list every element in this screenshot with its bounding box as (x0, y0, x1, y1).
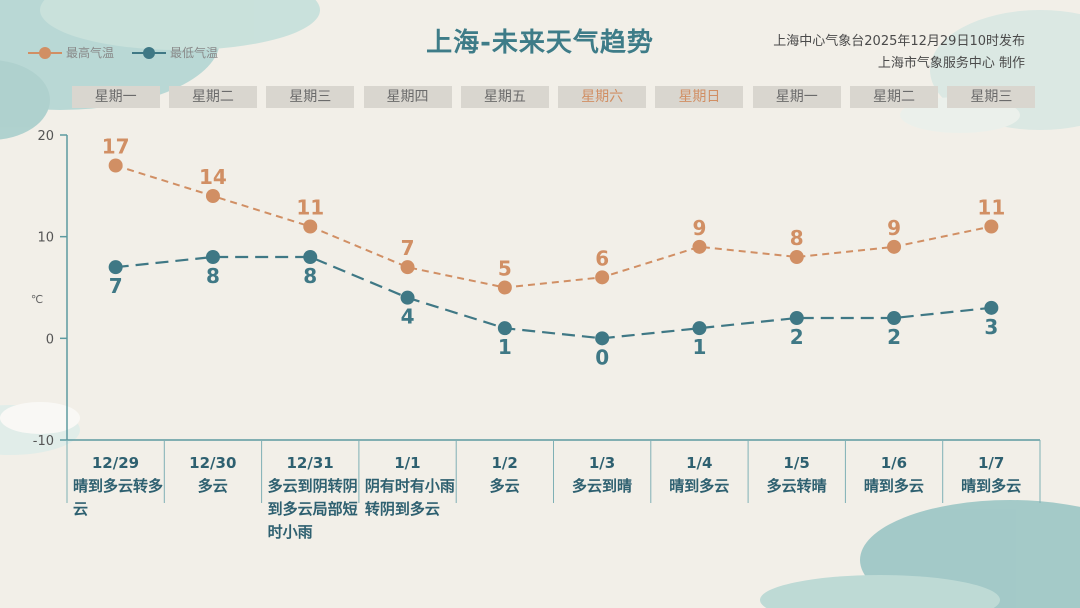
weekday-label: 星期四 (363, 86, 452, 108)
high-temp-label: 6 (595, 246, 609, 270)
forecast-weather-desc: 晴到多云转多云 (73, 477, 164, 518)
high-temp-point (887, 239, 902, 254)
low-temp-point (984, 300, 999, 315)
page-title: 上海-未来天气趋势 (426, 28, 654, 58)
forecast-weather-desc: 晴到多云 (961, 477, 1022, 495)
legend-swatch-high (28, 46, 62, 60)
forecast-day-cell: 1/7 晴到多云 (943, 452, 1040, 498)
y-tick-label: 10 (37, 231, 54, 246)
y-tick-label: 0 (46, 332, 54, 347)
high-temp-label: 17 (102, 135, 130, 159)
legend-item-high: 最高气温 (28, 44, 114, 61)
low-temp-point (692, 321, 707, 336)
high-temp-point (205, 189, 220, 203)
chart-legend: 最高气温 最低气温 (28, 44, 236, 61)
forecast-day-cell: 12/31 多云到阴转阴到多云局部短时小雨 (262, 452, 359, 544)
low-temp-point (108, 260, 123, 275)
weekday-label: 星期日 (655, 86, 744, 108)
weekday-label: 星期一 (752, 86, 841, 108)
low-temp-label: 7 (109, 274, 123, 298)
high-temp-label: 14 (199, 165, 227, 189)
producer-line: 上海市气象服务中心 制作 (877, 56, 1025, 71)
forecast-weather-desc: 多云到阴转阴到多云局部短时小雨 (267, 477, 358, 541)
y-tick-label: 20 (37, 129, 54, 144)
high-temp-point (984, 219, 999, 234)
low-temp-point (205, 250, 220, 264)
y-axis-unit: ℃ (31, 293, 43, 306)
forecast-date: 1/2 (491, 454, 518, 472)
forecast-date: 12/31 (286, 454, 334, 472)
high-temp-label: 11 (296, 196, 324, 220)
y-tick-label: -10 (33, 434, 54, 449)
legend-item-low: 最低气温 (132, 44, 218, 61)
high-temp-point (497, 280, 512, 295)
low-temp-label: 3 (984, 315, 998, 339)
weekday-label: 星期一 (71, 86, 160, 108)
forecast-date: 1/1 (394, 454, 421, 472)
low-temp-label: 2 (887, 325, 901, 349)
forecast-day-cell: 12/29 晴到多云转多云 (67, 452, 164, 521)
high-temp-line (115, 164, 992, 289)
low-temp-label: 1 (498, 335, 512, 359)
high-temp-label: 9 (887, 216, 901, 240)
legend-label-low: 最低气温 (170, 46, 219, 60)
low-temp-label: 8 (206, 264, 220, 288)
forecast-date: 1/7 (978, 454, 1005, 472)
high-temp-point (108, 158, 123, 173)
low-temp-point (497, 321, 512, 336)
forecast-date: 12/30 (189, 454, 237, 472)
high-temp-label: 9 (692, 216, 706, 240)
forecast-date: 1/6 (880, 454, 908, 472)
high-temp-label: 11 (977, 196, 1005, 220)
forecast-weather-desc: 阴有时有小雨转阴到多云 (364, 477, 455, 518)
weekday-label: 星期二 (168, 86, 257, 108)
low-temp-point (887, 311, 902, 325)
forecast-date: 1/5 (783, 454, 810, 472)
forecast-day-cell: 1/5 多云转晴 (748, 452, 845, 498)
high-temp-point (595, 270, 610, 285)
forecast-weather-desc: 多云到晴 (571, 477, 632, 495)
forecast-weather-desc: 多云转晴 (766, 477, 827, 495)
low-temp-point (789, 311, 804, 325)
forecast-weather-desc: 多云 (489, 477, 520, 495)
low-temp-point (595, 331, 610, 346)
weekday-label: 星期六 (558, 86, 647, 108)
forecast-weather-desc: 多云 (197, 477, 228, 495)
low-temp-point (400, 290, 415, 305)
low-temp-label: 0 (595, 345, 609, 369)
low-temp-label: 4 (401, 305, 415, 329)
legend-label-high: 最高气温 (66, 46, 115, 60)
weekday-label: 星期三 (266, 86, 355, 108)
publisher-line: 上海中心气象台2025年12月29日10时发布 (773, 34, 1025, 49)
low-temp-label: 2 (790, 325, 804, 349)
forecast-day-cell: 1/4 晴到多云 (651, 452, 748, 498)
high-temp-point (692, 239, 707, 254)
high-temp-label: 5 (498, 257, 512, 281)
forecast-day-cell: 1/2 多云 (456, 452, 553, 498)
forecast-date: 12/29 (91, 454, 140, 472)
weekday-label: 星期三 (947, 86, 1036, 108)
forecast-weather-desc: 晴到多云 (669, 477, 730, 495)
forecast-day-cell: 12/30 多云 (164, 452, 261, 498)
low-temp-label: 8 (303, 264, 317, 288)
high-temp-label: 8 (790, 226, 804, 250)
forecast-date: 1/4 (686, 454, 713, 472)
high-temp-point (303, 219, 318, 234)
forecast-day-cell: 1/3 多云到晴 (554, 452, 651, 498)
weekday-label: 星期二 (850, 86, 939, 108)
forecast-day-cell: 1/6 晴到多云 (845, 452, 942, 498)
legend-swatch-low (132, 46, 167, 60)
weekday-label: 星期五 (460, 86, 549, 108)
forecast-weather-desc: 晴到多云 (863, 477, 924, 495)
forecast-day-cell: 1/1 阴有时有小雨转阴到多云 (359, 452, 456, 521)
low-temp-line (115, 255, 992, 340)
high-temp-label: 7 (401, 236, 415, 260)
high-temp-point (400, 260, 415, 275)
low-temp-point (303, 250, 318, 264)
forecast-date: 1/3 (588, 454, 616, 472)
high-temp-point (789, 250, 804, 264)
low-temp-label: 1 (692, 335, 706, 359)
